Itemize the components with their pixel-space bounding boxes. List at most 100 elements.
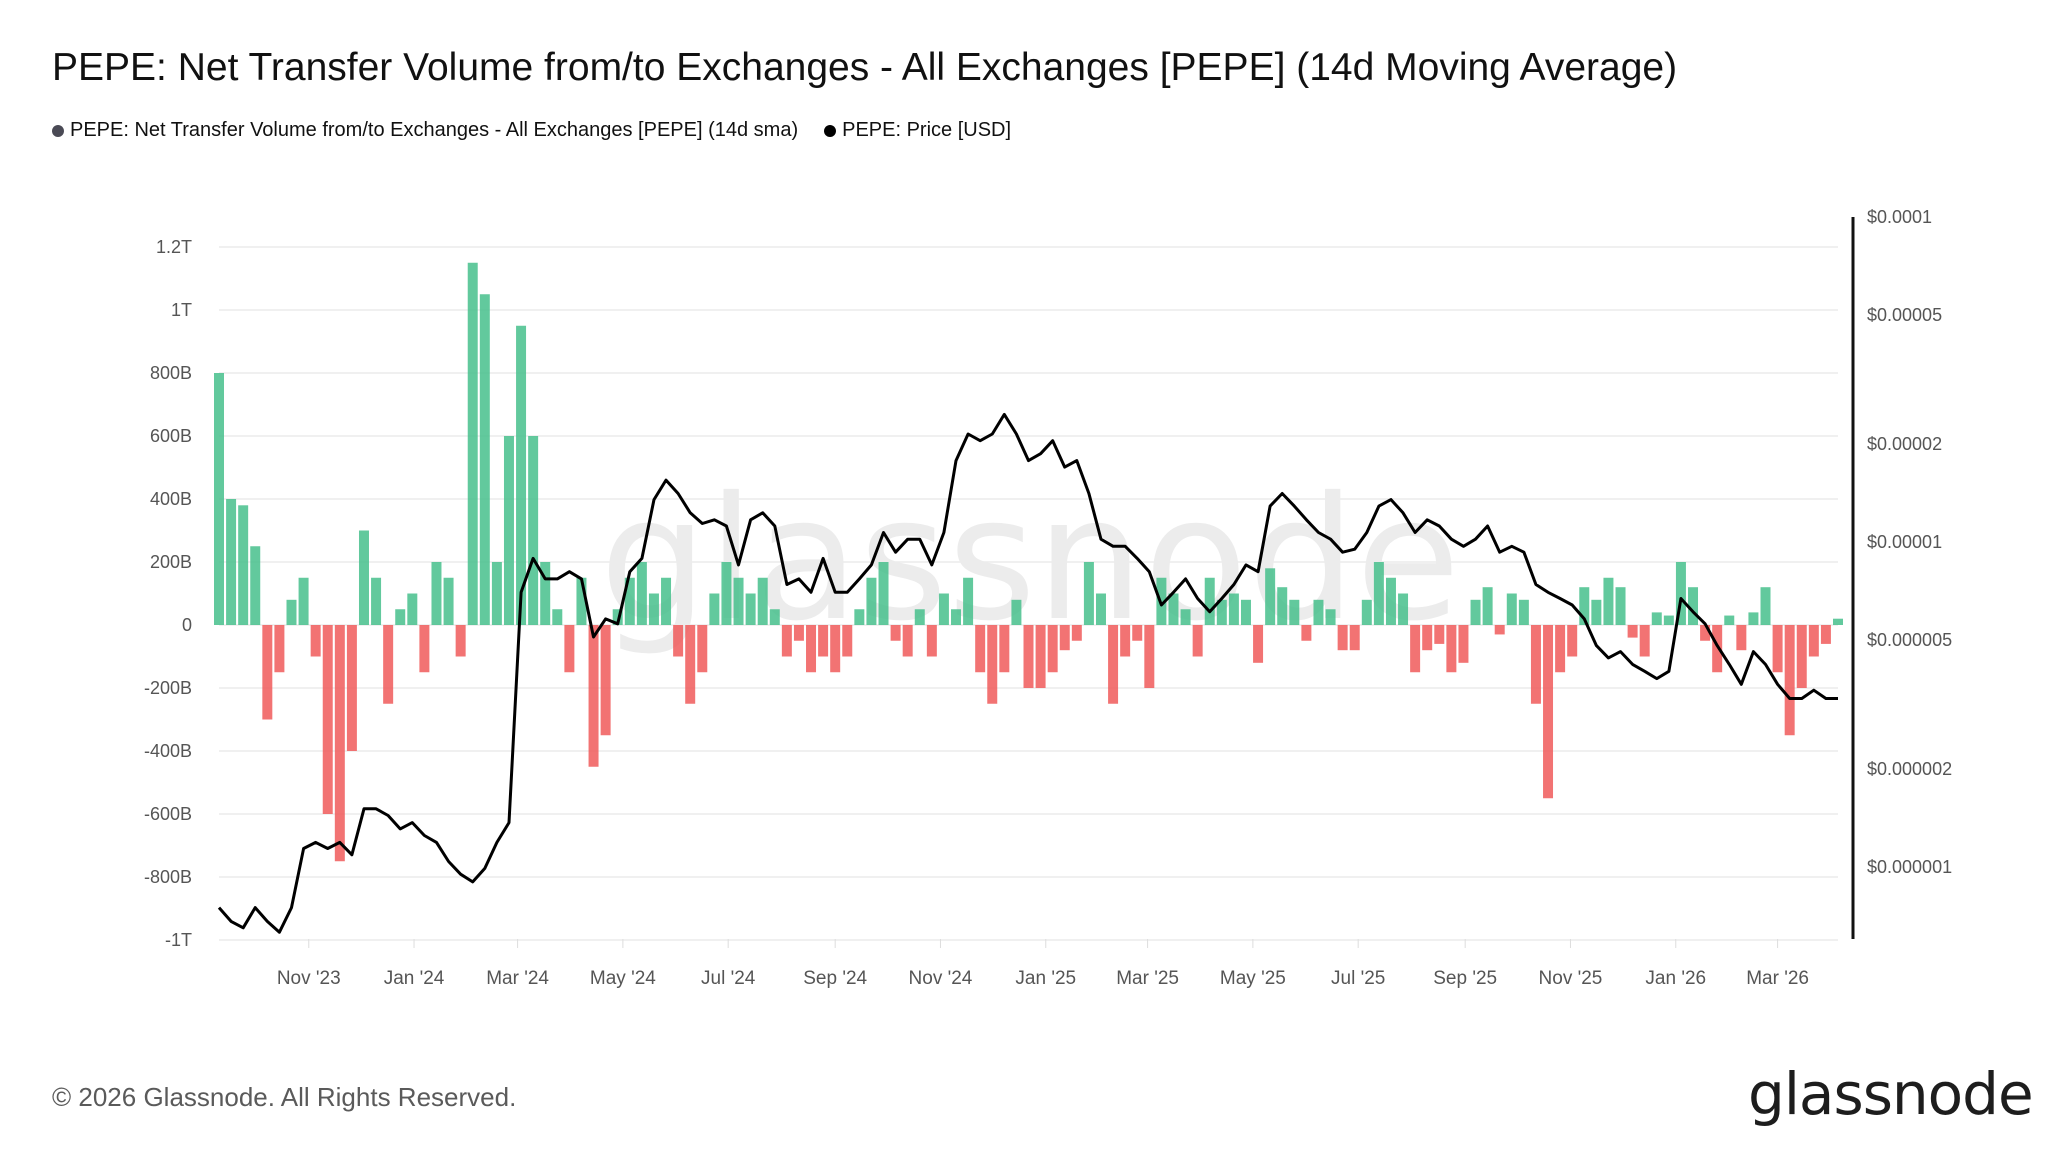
net-volume-bar: [1482, 587, 1493, 625]
net-volume-bar: [866, 577, 877, 625]
left-tick-label: -1T: [165, 930, 192, 950]
net-volume-bar: [576, 577, 587, 625]
right-axis: $0.0001 $0.00005 $0.00002 $0.00001 $0.000005…: [1867, 207, 1952, 877]
left-tick-label: -400B: [144, 741, 192, 761]
left-axis: 1.2T 1T 800B 600B 400B 200B 0 -200B -400B -600B -8…: [144, 237, 192, 950]
net-volume-bar: [1289, 599, 1300, 625]
net-volume-bar: [503, 436, 514, 625]
net-volume-bar: [1772, 625, 1783, 673]
net-volume-bar: [407, 593, 418, 625]
net-volume-bar: [648, 593, 659, 625]
net-volume-bar: [467, 262, 478, 625]
net-volume-bar: [540, 562, 551, 625]
right-tick-label: $0.00002: [1867, 434, 1942, 454]
net-volume-bar: [419, 625, 430, 673]
net-volume-bar: [1253, 625, 1264, 663]
net-volume-bar: [274, 625, 285, 673]
net-volume-bar: [1434, 625, 1445, 644]
net-volume-bar: [1639, 625, 1650, 657]
legend-item-net-volume[interactable]: PEPE: Net Transfer Volume from/to Exchan…: [52, 119, 798, 142]
left-tick-label: 400B: [150, 489, 192, 509]
net-volume-bar: [830, 625, 841, 673]
net-volume-bar: [1132, 625, 1143, 641]
net-volume-bar: [1724, 615, 1735, 625]
net-volume-bar: [371, 577, 382, 625]
x-tick-label: Mar '24: [486, 968, 549, 989]
net-volume-bar: [769, 609, 780, 625]
net-volume-bar: [1784, 625, 1795, 736]
left-tick-label: -600B: [144, 804, 192, 824]
x-tick-label: May '25: [1220, 968, 1286, 989]
net-volume-bar: [878, 562, 889, 625]
net-volume-bar: [1675, 562, 1686, 625]
chart-title: PEPE: Net Transfer Volume from/to Exchan…: [52, 46, 1678, 89]
net-volume-bar: [987, 625, 998, 704]
x-axis: Nov '23 Jan '24 Mar '24 May '24 Jul '24 Sep '…: [277, 939, 1809, 989]
left-tick-label: 600B: [150, 426, 192, 446]
net-volume-bar: [600, 625, 611, 736]
net-volume-bar: [1422, 625, 1433, 651]
net-volume-bar: [818, 625, 829, 657]
net-volume-bar: [1168, 593, 1179, 625]
net-volume-bar: [1240, 599, 1251, 625]
right-tick-label: $0.00001: [1867, 532, 1942, 552]
net-volume-bar: [1518, 599, 1529, 625]
legend-label: PEPE: Net Transfer Volume from/to Exchan…: [70, 119, 799, 141]
right-tick-label: $0.000005: [1867, 630, 1952, 650]
net-volume-bar: [673, 625, 684, 657]
net-volume-bar: [395, 609, 406, 625]
net-volume-bar: [1567, 625, 1578, 657]
net-volume-bar: [1700, 625, 1711, 641]
net-volume-bar: [1446, 625, 1457, 673]
net-volume-bar: [431, 562, 442, 625]
net-volume-bar: [1688, 587, 1699, 625]
net-volume-bar: [781, 625, 792, 657]
net-volume-bar: [999, 625, 1010, 673]
net-volume-bar: [1796, 625, 1807, 688]
left-tick-label: 200B: [150, 552, 192, 572]
net-volume-bar: [1410, 625, 1421, 673]
net-volume-bar: [383, 625, 394, 704]
legend-dot-icon: [824, 124, 837, 137]
net-volume-bar: [443, 577, 454, 625]
net-volume-bar: [528, 436, 539, 625]
net-volume-bar: [1144, 625, 1155, 688]
net-volume-bar: [661, 577, 672, 625]
x-tick-label: Jan '25: [1015, 968, 1076, 989]
legend-item-price[interactable]: PEPE: Price [USD]: [824, 119, 1011, 142]
left-tick-label: 1T: [171, 300, 192, 320]
net-volume-bar: [1180, 609, 1191, 625]
net-volume-bar: [806, 625, 817, 673]
net-volume-bar: [1011, 599, 1022, 625]
net-volume-bar: [491, 562, 502, 625]
net-volume-bar: [552, 609, 563, 625]
net-volume-bar: [636, 562, 647, 625]
net-volume-bar: [358, 530, 369, 625]
left-tick-label: 0: [182, 615, 192, 635]
net-volume-bar: [1349, 625, 1360, 651]
net-volume-bar: [721, 562, 732, 625]
legend-label: PEPE: Price [USD]: [842, 119, 1012, 141]
net-volume-bar: [1555, 625, 1566, 673]
net-volume-bar: [685, 625, 696, 704]
x-tick-label: Nov '24: [909, 968, 973, 989]
net-volume-bar: [1373, 562, 1384, 625]
net-volume-bar: [975, 625, 986, 673]
net-volume-bar: [1023, 625, 1034, 688]
net-volume-bar: [1579, 587, 1590, 625]
net-volume-bar: [914, 609, 925, 625]
net-volume-bar: [1603, 577, 1614, 625]
right-tick-label: $0.0001: [1867, 207, 1932, 227]
net-volume-bar: [951, 609, 962, 625]
net-volume-bar: [926, 625, 937, 657]
net-volume-bar: [854, 609, 865, 625]
net-volume-bar: [588, 625, 599, 767]
net-volume-bar: [1228, 593, 1239, 625]
net-volume-bar: [1506, 593, 1517, 625]
net-volume-bar: [1760, 587, 1771, 625]
net-volume-bar: [1083, 562, 1094, 625]
net-volume-bar: [757, 577, 768, 625]
net-volume-bar: [938, 593, 949, 625]
x-tick-label: Jan '26: [1645, 968, 1706, 989]
net-volume-bar: [1204, 577, 1215, 625]
